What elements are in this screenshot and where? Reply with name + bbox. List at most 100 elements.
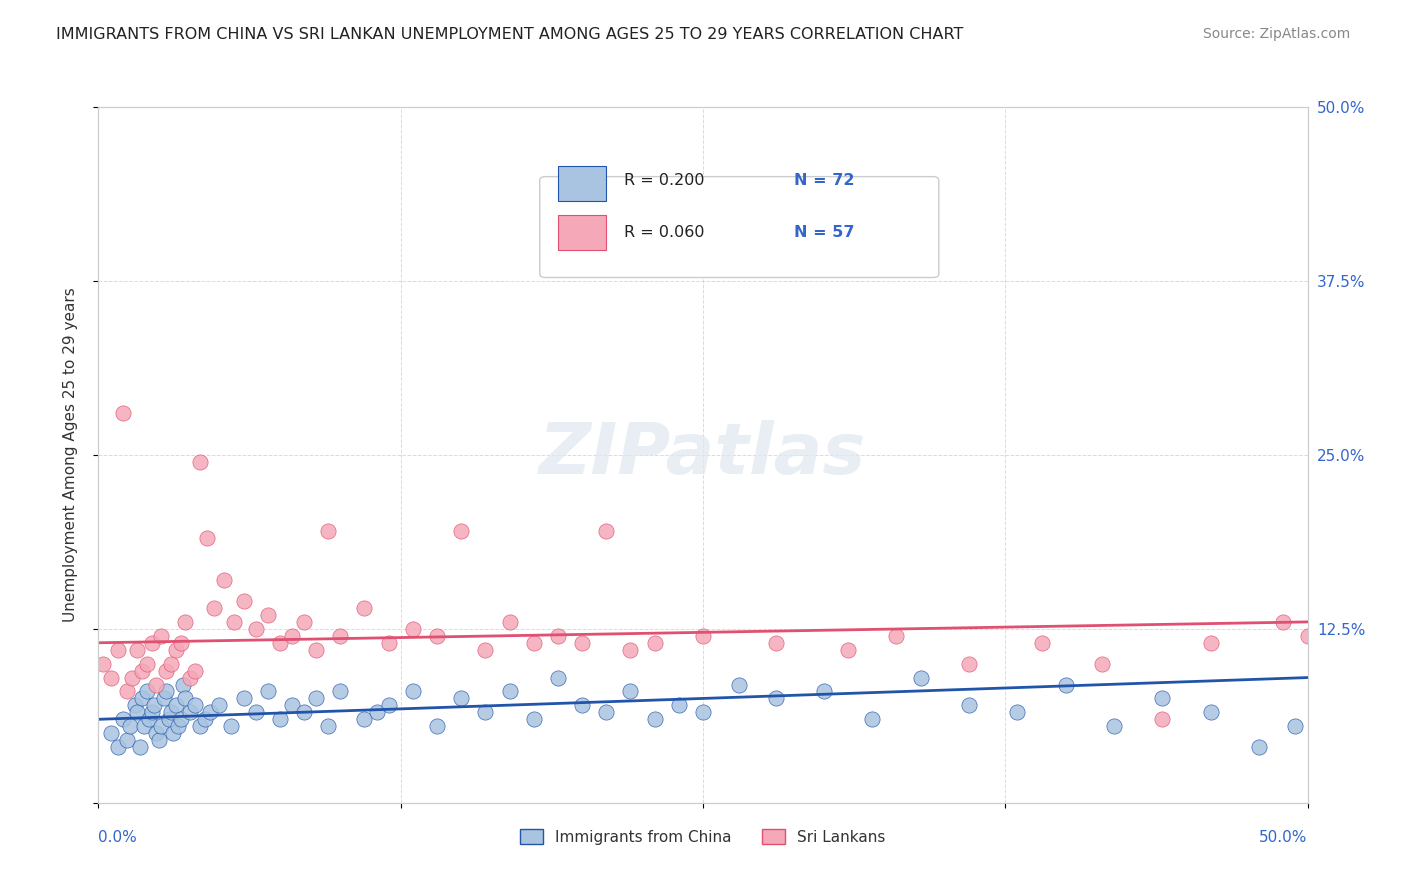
- Point: [619, 642, 641, 657]
- Point: [281, 698, 304, 713]
- Point: [1272, 615, 1295, 629]
- Point: [150, 629, 173, 643]
- Point: [366, 706, 388, 720]
- Point: [124, 698, 146, 713]
- Point: [169, 712, 191, 726]
- Point: [450, 524, 472, 539]
- Point: [155, 664, 177, 678]
- Point: [212, 573, 235, 587]
- Point: [245, 706, 267, 720]
- Point: [498, 615, 520, 629]
- Point: [128, 740, 150, 755]
- Point: [184, 698, 207, 713]
- Text: R = 0.060: R = 0.060: [624, 225, 704, 240]
- Point: [188, 719, 211, 733]
- Point: [571, 636, 593, 650]
- Point: [152, 691, 174, 706]
- Point: [174, 615, 197, 629]
- Point: [256, 684, 278, 698]
- Point: [100, 671, 122, 685]
- Point: [179, 671, 201, 685]
- Point: [1199, 636, 1222, 650]
- Point: [692, 706, 714, 720]
- Point: [269, 712, 291, 726]
- Point: [169, 636, 191, 650]
- Point: [1296, 629, 1319, 643]
- Text: N = 72: N = 72: [793, 172, 855, 187]
- Point: [728, 677, 751, 691]
- Point: [172, 677, 194, 691]
- Point: [141, 706, 163, 720]
- Text: 50.0%: 50.0%: [1260, 830, 1308, 845]
- Point: [135, 684, 157, 698]
- Text: 0.0%: 0.0%: [98, 830, 138, 845]
- Point: [232, 691, 254, 706]
- Point: [910, 671, 932, 685]
- Point: [1152, 691, 1174, 706]
- Point: [1249, 740, 1271, 755]
- Text: Source: ZipAtlas.com: Source: ZipAtlas.com: [1202, 27, 1350, 41]
- Point: [160, 706, 183, 720]
- Point: [1031, 636, 1053, 650]
- Point: [1091, 657, 1114, 671]
- Point: [377, 698, 399, 713]
- Point: [134, 719, 156, 733]
- Point: [208, 698, 231, 713]
- Point: [127, 706, 149, 720]
- Point: [1199, 706, 1222, 720]
- Point: [281, 629, 304, 643]
- Text: IMMIGRANTS FROM CHINA VS SRI LANKAN UNEMPLOYMENT AMONG AGES 25 TO 29 YEARS CORRE: IMMIGRANTS FROM CHINA VS SRI LANKAN UNEM…: [56, 27, 963, 42]
- Point: [162, 726, 184, 740]
- Point: [426, 629, 449, 643]
- Point: [353, 712, 375, 726]
- Y-axis label: Unemployment Among Ages 25 to 29 years: Unemployment Among Ages 25 to 29 years: [63, 287, 77, 623]
- Point: [165, 698, 187, 713]
- Point: [184, 664, 207, 678]
- Point: [145, 677, 167, 691]
- Point: [886, 629, 908, 643]
- Point: [1007, 706, 1029, 720]
- Point: [221, 719, 243, 733]
- Point: [957, 657, 980, 671]
- Point: [1054, 677, 1077, 691]
- Point: [1152, 712, 1174, 726]
- Point: [107, 740, 129, 755]
- Text: N = 57: N = 57: [793, 225, 855, 240]
- Point: [329, 629, 352, 643]
- Point: [198, 706, 221, 720]
- Point: [135, 657, 157, 671]
- Point: [131, 664, 153, 678]
- Point: [316, 524, 339, 539]
- Point: [523, 712, 546, 726]
- Point: [402, 684, 425, 698]
- Point: [256, 607, 278, 622]
- Point: [571, 698, 593, 713]
- Point: [118, 719, 141, 733]
- Point: [143, 698, 166, 713]
- Point: [292, 706, 315, 720]
- Point: [91, 657, 114, 671]
- Point: [150, 719, 173, 733]
- Point: [188, 455, 211, 469]
- Point: [1102, 719, 1125, 733]
- Point: [402, 622, 425, 636]
- Point: [127, 642, 149, 657]
- FancyBboxPatch shape: [540, 177, 939, 277]
- Point: [316, 719, 339, 733]
- Point: [121, 671, 143, 685]
- Point: [644, 712, 666, 726]
- Point: [765, 636, 787, 650]
- Point: [167, 719, 190, 733]
- Point: [117, 684, 139, 698]
- Point: [107, 642, 129, 657]
- Legend: Immigrants from China, Sri Lankans: Immigrants from China, Sri Lankans: [515, 822, 891, 851]
- Point: [644, 636, 666, 650]
- Point: [269, 636, 291, 650]
- FancyBboxPatch shape: [558, 166, 606, 201]
- Point: [813, 684, 835, 698]
- Point: [305, 642, 328, 657]
- Point: [157, 712, 180, 726]
- Point: [194, 712, 217, 726]
- Point: [148, 733, 170, 747]
- Point: [329, 684, 352, 698]
